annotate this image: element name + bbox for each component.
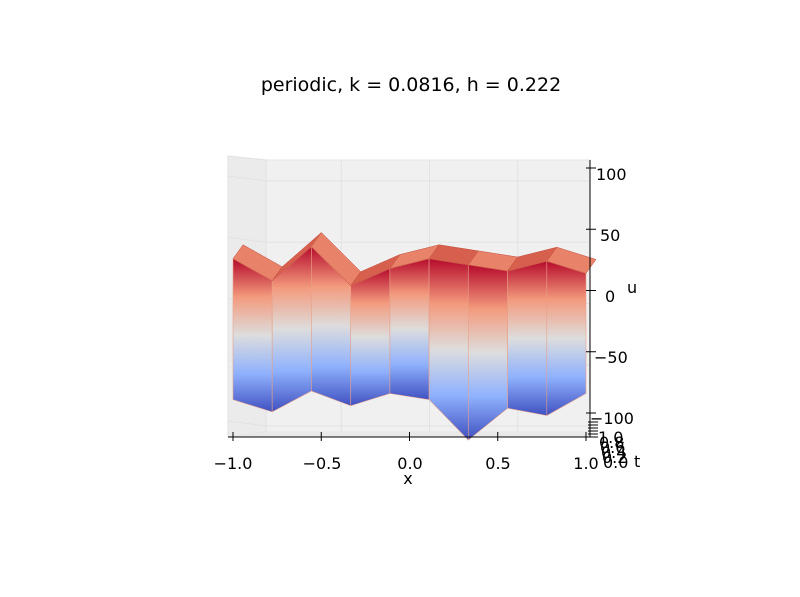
z-tick-label: −100 (590, 409, 634, 428)
surface-facet (546, 260, 587, 417)
x-tick-labels: −1.0 −0.5 0.0 0.5 1.0 (214, 454, 599, 473)
x-tick-label: −0.5 (303, 454, 342, 473)
x-tick-label: 1.0 (573, 454, 598, 473)
chart-title: periodic, k = 0.0816, h = 0.222 (261, 74, 561, 96)
z-tick-labels: 100 50 0 −50 −100 (590, 165, 634, 428)
z-gridline (227, 175, 267, 182)
t-tick-label: 0.8 (599, 433, 624, 452)
surface-facet (350, 268, 391, 407)
surface-facet (389, 258, 430, 400)
surface (232, 232, 597, 441)
t-tick-label: 0.6 (600, 438, 625, 457)
z-axis-label: u (627, 278, 637, 297)
z-tick-label: 100 (596, 165, 627, 184)
x-tick-label: 0.5 (485, 454, 510, 473)
z-tick-label: 50 (600, 226, 620, 245)
t-tick-labels: 1.0 0.8 0.6 0.4 0.2 0.0 (598, 428, 628, 472)
z-tick-label: 0 (605, 287, 615, 306)
surface-facet (232, 258, 273, 413)
x-tick-label: 0.0 (397, 454, 422, 473)
t-tick-label: 0.0 (603, 453, 628, 472)
t-axis-label: t (634, 452, 640, 471)
x-tick-label: −1.0 (214, 454, 253, 473)
x-axis-label: x (403, 469, 412, 488)
surface-facet (507, 260, 548, 416)
z-gridline (227, 236, 267, 243)
z-tick-label: −50 (594, 348, 628, 367)
z-gridline (227, 420, 267, 427)
t-tick-label: 1.0 (598, 428, 623, 447)
t-tick-label: 0.4 (601, 443, 626, 462)
surface-ridge-facet (546, 246, 597, 274)
axes (228, 160, 598, 441)
t-tick-label: 0.2 (602, 448, 627, 467)
